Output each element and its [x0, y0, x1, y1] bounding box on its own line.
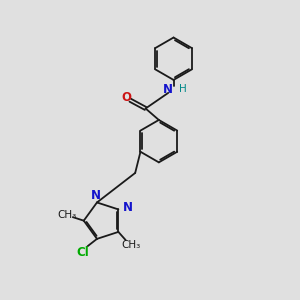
- Text: CH₃: CH₃: [122, 241, 141, 250]
- Text: O: O: [122, 91, 132, 104]
- Text: N: N: [163, 83, 173, 96]
- Text: CH₃: CH₃: [57, 210, 76, 220]
- Text: N: N: [123, 201, 133, 214]
- Text: H: H: [179, 84, 187, 94]
- Text: Cl: Cl: [77, 246, 89, 259]
- Text: N: N: [91, 190, 101, 202]
